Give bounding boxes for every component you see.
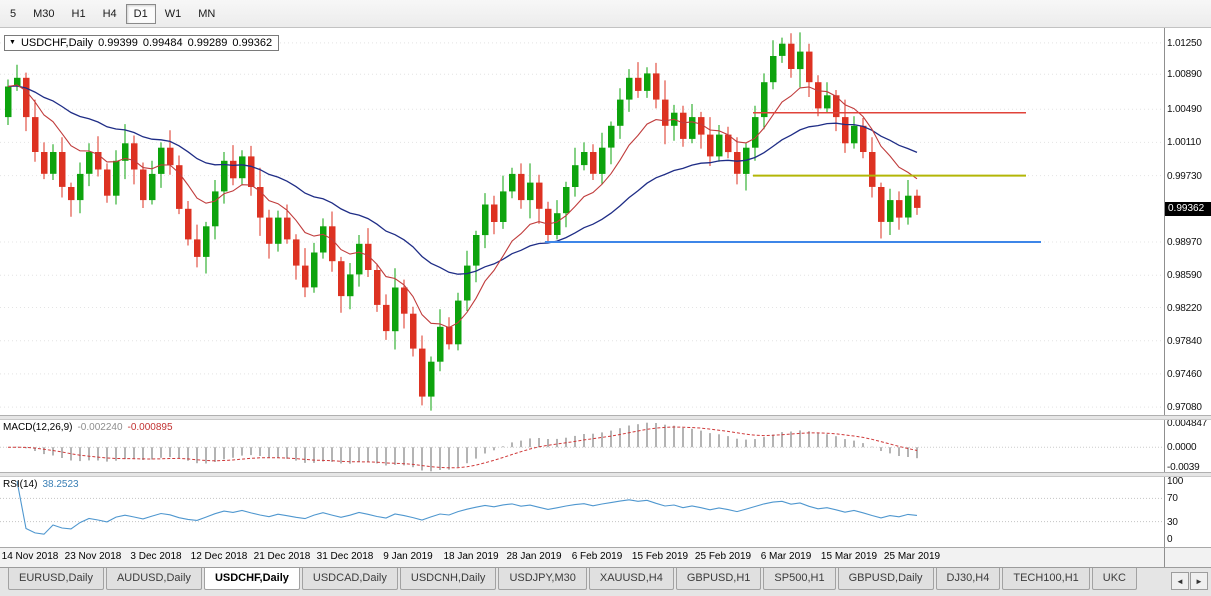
tabs-scroll-right-button[interactable]: ► xyxy=(1190,572,1208,590)
timeframe-button-h4[interactable]: H4 xyxy=(102,7,117,20)
timeframe-button-5[interactable]: 5 xyxy=(10,7,17,20)
rsi-chart xyxy=(0,480,1164,535)
time-axis-label: 23 Nov 2018 xyxy=(64,551,122,562)
time-axis-label: 15 Mar 2019 xyxy=(820,551,878,562)
rsi-axis-label: 100 xyxy=(1167,477,1184,487)
macd-readout: MACD(12,26,9) -0.002240 -0.000895 xyxy=(3,422,173,433)
timeframe-button-m30[interactable]: M30 xyxy=(33,7,55,20)
macd-value-main: -0.002240 xyxy=(77,422,123,433)
time-axis-label: 14 Nov 2018 xyxy=(1,551,59,562)
chart-tab-dj30-h4[interactable]: DJ30,H4 xyxy=(935,568,1001,590)
price-axis-label: 0.98590 xyxy=(1167,270,1202,281)
price-chart-panel[interactable]: ▼ USDCHF,Daily 0.99399 0.99484 0.99289 0… xyxy=(0,28,1164,415)
axis-corner xyxy=(1164,547,1211,567)
time-axis-label: 6 Mar 2019 xyxy=(760,551,812,562)
tabs-scroll-left-button[interactable]: ◄ xyxy=(1171,572,1189,590)
price-axis-label: 0.98970 xyxy=(1167,237,1202,248)
macd-axis-label: 0.004847 xyxy=(1167,420,1208,429)
rsi-value: 38.2523 xyxy=(42,479,79,490)
rsi-line xyxy=(16,480,918,535)
macd-panel[interactable]: MACD(12,26,9) -0.002240 -0.000895 xyxy=(0,420,1164,472)
price-axis-label: 0.97080 xyxy=(1167,402,1202,413)
price-axis-label: 0.97460 xyxy=(1167,369,1202,380)
quote-high: 0.99484 xyxy=(142,37,183,49)
price-axis-label: 1.00890 xyxy=(1167,69,1202,80)
candles-group xyxy=(5,32,921,411)
chart-tab-usdcad-daily[interactable]: USDCAD,Daily xyxy=(301,568,398,590)
ma-slow-line xyxy=(7,85,918,275)
time-axis-label: 3 Dec 2018 xyxy=(130,551,182,562)
macd-value-signal: -0.000895 xyxy=(127,422,173,433)
macd-axis: 0.004847 0.0000 -0.0039 xyxy=(1164,420,1211,472)
chart-tab-gbpusd-daily[interactable]: GBPUSD,Daily xyxy=(837,568,934,590)
chart-tab-usdjpy-m30[interactable]: USDJPY,M30 xyxy=(498,568,587,590)
time-axis-label: 28 Jan 2019 xyxy=(506,551,562,562)
time-axis[interactable]: 14 Nov 2018 23 Nov 2018 3 Dec 2018 12 Dec 2… xyxy=(0,547,1164,567)
time-axis-label: 15 Feb 2019 xyxy=(631,551,689,562)
quote-close: 0.99362 xyxy=(232,37,273,49)
tabs-scroll-controls: ◄ ► xyxy=(1171,568,1208,590)
macd-chart xyxy=(0,422,1164,472)
chart-tab-eurusd-daily[interactable]: EURUSD,Daily xyxy=(8,568,104,590)
symbol-dropdown-icon: ▼ xyxy=(9,39,16,46)
time-axis-label: 31 Dec 2018 xyxy=(316,551,374,562)
chart-tab-ukc[interactable]: UKC xyxy=(1091,568,1137,590)
chart-tabs-bar: EURUSD,Daily AUDUSD,Daily USDCHF,Daily USDC… xyxy=(0,567,1211,596)
macd-axis-label: 0.0000 xyxy=(1167,442,1197,453)
price-axis-label: 1.00110 xyxy=(1167,137,1202,148)
time-axis-label: 9 Jan 2019 xyxy=(383,551,433,562)
rsi-panel[interactable]: RSI(14) 38.2523 xyxy=(0,477,1164,547)
chart-tab-usdcnh-daily[interactable]: USDCNH,Daily xyxy=(399,568,497,590)
chart-tab-usdchf-daily[interactable]: USDCHF,Daily xyxy=(203,568,300,590)
time-axis-label: 18 Jan 2019 xyxy=(443,551,499,562)
panel-separator[interactable] xyxy=(0,472,1211,477)
time-axis-label: 6 Feb 2019 xyxy=(571,551,623,562)
chart-quote-box[interactable]: ▼ USDCHF,Daily 0.99399 0.99484 0.99289 0… xyxy=(4,35,280,51)
rsi-axis-label: 0 xyxy=(1167,534,1173,545)
timeframe-button-h1[interactable]: H1 xyxy=(71,7,86,20)
rsi-axis-label: 30 xyxy=(1167,517,1178,528)
rsi-axis-label: 70 xyxy=(1167,493,1178,504)
chart-tab-gbpusd-h1[interactable]: GBPUSD,H1 xyxy=(675,568,762,590)
chart-tab-xauusd-h4[interactable]: XAUUSD,H4 xyxy=(588,568,674,590)
time-axis-label: 21 Dec 2018 xyxy=(253,551,311,562)
current-price-badge: 0.99362 xyxy=(1165,202,1211,216)
panel-separator[interactable] xyxy=(0,415,1211,420)
price-axis-label: 0.98220 xyxy=(1167,303,1202,314)
time-axis-label: 25 Feb 2019 xyxy=(694,551,752,562)
timeframe-toolbar: 5 M30 H1 H4 D1 W1 MN xyxy=(0,0,1211,28)
timeframe-button-mn[interactable]: MN xyxy=(198,7,216,20)
quote-low: 0.99289 xyxy=(187,37,228,49)
candlestick-chart[interactable] xyxy=(0,28,1164,415)
rsi-readout: RSI(14) 38.2523 xyxy=(3,479,79,490)
price-axis-label: 0.99730 xyxy=(1167,171,1202,182)
chart-tab-audusd-daily[interactable]: AUDUSD,Daily xyxy=(105,568,202,590)
macd-signal-line xyxy=(8,426,918,469)
macd-axis-label: -0.0039 xyxy=(1167,462,1200,472)
rsi-axis: 100 70 30 0 xyxy=(1164,477,1211,547)
chart-tab-sp500-h1[interactable]: SP500,H1 xyxy=(763,568,836,590)
chart-tabs-list: EURUSD,Daily AUDUSD,Daily USDCHF,Daily USDC… xyxy=(8,568,1167,590)
price-axis-label: 0.97840 xyxy=(1167,336,1202,347)
quote-open: 0.99399 xyxy=(98,37,138,49)
timeframe-button-w1[interactable]: W1 xyxy=(164,7,182,20)
price-axis-label: 1.01250 xyxy=(1167,38,1202,49)
time-axis-label: 25 Mar 2019 xyxy=(883,551,941,562)
rsi-label: RSI(14) xyxy=(3,479,38,490)
macd-label: MACD(12,26,9) xyxy=(3,422,73,433)
timeframe-button-d1[interactable]: D1 xyxy=(125,3,156,24)
chart-tab-tech100-h1[interactable]: TECH100,H1 xyxy=(1002,568,1090,590)
price-axis-label: 1.00490 xyxy=(1167,104,1202,115)
ma-fast-line xyxy=(7,84,918,329)
chart-window: ▼ USDCHF,Daily 0.99399 0.99484 0.99289 0… xyxy=(0,28,1211,567)
time-axis-label: 12 Dec 2018 xyxy=(190,551,248,562)
chart-symbol-label: USDCHF,Daily xyxy=(20,37,94,49)
price-axis[interactable]: 1.01250 1.00890 1.00490 1.00110 0.99730 0.989… xyxy=(1164,28,1211,415)
